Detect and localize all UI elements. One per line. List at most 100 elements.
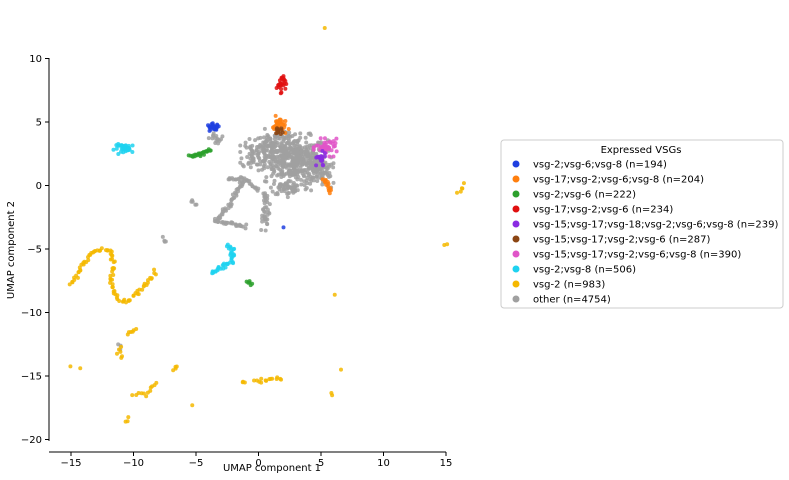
data-point <box>309 188 314 193</box>
data-point <box>285 195 290 200</box>
series-other <box>116 125 336 352</box>
data-point <box>190 403 195 408</box>
data-point <box>193 202 198 207</box>
data-point <box>141 391 146 396</box>
data-point <box>208 148 213 153</box>
data-point <box>130 143 135 148</box>
y-tick-label: −5 <box>27 245 42 256</box>
data-point <box>328 174 333 179</box>
data-point <box>292 139 297 144</box>
data-point <box>311 145 316 150</box>
data-point <box>244 145 249 150</box>
data-point <box>313 159 318 164</box>
data-point <box>262 166 267 171</box>
x-tick-label: 10 <box>377 458 390 469</box>
data-point <box>286 178 291 183</box>
data-point <box>263 216 268 221</box>
data-point <box>118 349 123 354</box>
data-point <box>217 138 222 143</box>
data-point <box>286 127 291 132</box>
legend-marker <box>512 265 520 273</box>
data-point <box>314 163 319 168</box>
data-point <box>136 292 141 297</box>
data-point <box>136 390 141 395</box>
data-point <box>259 376 264 381</box>
legend-label: vsg-2;vsg-6 (n=222) <box>533 190 636 201</box>
data-point <box>223 265 228 270</box>
legend-label: vsg-2;vsg-6;vsg-8 (n=194) <box>533 160 667 171</box>
data-point <box>67 282 72 287</box>
data-point <box>265 137 270 142</box>
data-point <box>243 140 248 145</box>
data-point <box>303 170 308 175</box>
data-point <box>291 156 296 161</box>
data-point <box>214 127 219 132</box>
data-point <box>134 326 139 331</box>
data-point <box>458 189 463 194</box>
data-point <box>265 148 270 153</box>
data-point <box>302 179 307 184</box>
data-point <box>230 192 235 197</box>
series-vsg-2-vsg-8 <box>111 142 237 276</box>
data-point <box>292 189 297 194</box>
data-point <box>295 159 300 164</box>
data-point <box>258 143 263 148</box>
series-vsg-15-vsg-17-vsg-18-vsg-2-vsg-6-vsg-8 <box>314 148 327 168</box>
data-point <box>116 152 121 157</box>
data-point <box>233 222 238 227</box>
data-point <box>327 191 332 196</box>
data-point <box>211 125 216 130</box>
data-point <box>220 212 225 217</box>
data-point <box>261 145 266 150</box>
legend-marker <box>512 190 520 198</box>
data-point <box>327 170 332 175</box>
data-point <box>270 376 275 381</box>
data-point <box>281 225 286 230</box>
data-point <box>262 205 267 210</box>
data-point <box>111 147 116 152</box>
data-point <box>281 139 286 144</box>
data-point <box>131 293 136 298</box>
data-point <box>149 276 154 281</box>
data-point <box>322 136 327 141</box>
data-point <box>272 178 277 183</box>
legend-label: vsg-15;vsg-17;vsg-2;vsg-6;vsg-8 (n=390) <box>533 250 741 261</box>
data-point <box>207 128 212 133</box>
data-point <box>275 159 280 164</box>
data-point <box>110 253 115 258</box>
data-point <box>278 183 283 188</box>
data-point <box>252 378 257 383</box>
series-vsg-17-vsg-2-vsg-6-vsg-8 <box>271 113 333 196</box>
data-point <box>126 415 131 420</box>
data-point <box>273 113 278 118</box>
data-point <box>275 119 280 124</box>
data-point <box>279 169 284 174</box>
x-tick-label: 0 <box>255 458 261 469</box>
data-point <box>216 265 221 270</box>
data-point <box>268 185 273 190</box>
series-vsg-15-vsg-17-vsg-2-vsg-6 <box>274 126 285 137</box>
y-tick-label: −20 <box>21 435 42 446</box>
data-point <box>259 227 264 232</box>
data-point <box>214 133 219 138</box>
data-point <box>110 282 115 287</box>
data-point <box>283 118 288 123</box>
series-vsg-15-vsg-17-vsg-2-vsg-6-vsg-8 <box>311 136 339 159</box>
data-point <box>264 179 269 184</box>
legend-label: vsg-17;vsg-2;vsg-6;vsg-8 (n=204) <box>533 175 704 186</box>
data-point <box>318 140 323 145</box>
data-point <box>291 160 296 165</box>
data-point <box>200 150 205 155</box>
data-point <box>288 163 293 168</box>
data-point <box>174 364 179 369</box>
data-point <box>148 388 153 393</box>
data-point <box>262 191 267 196</box>
data-point <box>258 135 263 140</box>
data-point <box>78 366 83 371</box>
data-point <box>302 183 307 188</box>
data-point <box>256 168 261 173</box>
legend-label: vsg-15;vsg-17;vsg-18;vsg-2;vsg-6;vsg-8 (… <box>533 220 778 231</box>
data-point <box>278 120 283 125</box>
data-point <box>326 162 331 167</box>
data-point <box>310 168 315 173</box>
